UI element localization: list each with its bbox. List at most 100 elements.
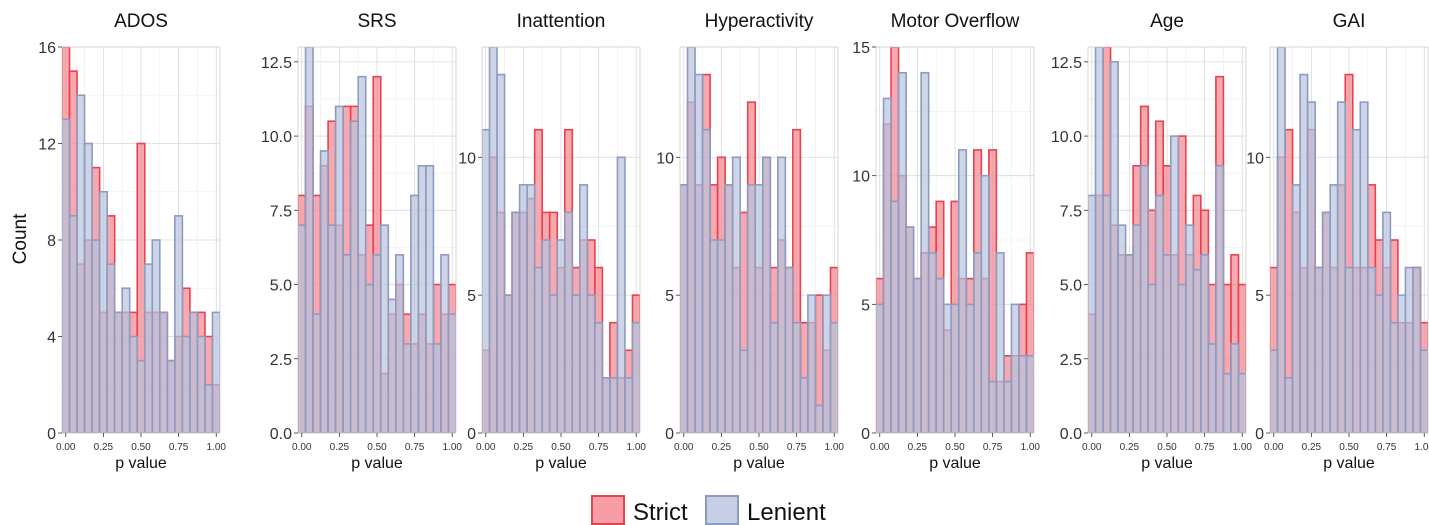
bars [680, 47, 838, 433]
y-tick-label: 5.0 [1060, 278, 1082, 295]
facet-inattention: Inattention 0 5 10 0.00 0.25 0.50 0.75 1.00 p val… [458, 11, 646, 472]
bar-lenient-ados [174, 215, 184, 433]
bar-lenient-age [1124, 254, 1134, 433]
bar-lenient-inattention [624, 377, 634, 433]
bar-lenient-motor-overflow [905, 226, 915, 433]
bar-lenient-motor-overflow [920, 71, 930, 433]
legend-swatch [705, 495, 739, 525]
facet-title: GAI [1333, 11, 1366, 32]
x-tick-label: 0.75 [1377, 442, 1397, 453]
x-tick-label: 0.75 [1195, 442, 1215, 453]
bar-lenient-hyperactivity [769, 321, 779, 433]
bar-lenient-ados [121, 287, 131, 433]
bar-lenient-hyperactivity [724, 184, 734, 433]
bar-lenient-srs [447, 313, 456, 433]
bar-lenient-hyperactivity [701, 128, 711, 433]
bars [1270, 47, 1428, 433]
bar-lenient-motor-overflow [890, 200, 900, 433]
bar-lenient-gai [1404, 266, 1414, 433]
bar-lenient-age [1162, 254, 1172, 433]
bar-lenient-age [1088, 194, 1097, 433]
bar-lenient-ados [204, 383, 214, 433]
bar-lenient-srs [387, 298, 397, 433]
facet-title: Age [1150, 11, 1184, 32]
bar-lenient-inattention [488, 47, 498, 433]
y-tick-label: 10 [458, 150, 476, 167]
y-tick-label: 0 [861, 426, 870, 443]
bar-lenient-gai [1291, 184, 1301, 433]
bar-lenient-gai [1344, 266, 1354, 433]
bar-lenient-motor-overflow [1018, 354, 1028, 433]
bar-lenient-motor-overflow [935, 277, 945, 433]
x-tick-label: 1.00 [627, 442, 647, 453]
bar-lenient-ados [76, 94, 86, 433]
bars [298, 47, 456, 433]
bar-lenient-hyperactivity [746, 184, 757, 433]
bar-lenient-ados [113, 311, 123, 433]
bar-lenient-srs [379, 224, 390, 433]
bar-lenient-inattention [594, 321, 604, 433]
bar-lenient-inattention [616, 156, 626, 433]
bar-lenient-hyperactivity [761, 156, 772, 433]
y-tick-label: 10 [852, 169, 870, 186]
x-tick-label: 1.00 [1021, 442, 1041, 453]
x-tick-label: 0.00 [674, 442, 694, 453]
bar-lenient-ados [68, 215, 78, 433]
bar-lenient-inattention [518, 184, 528, 433]
bar-lenient-ados [91, 239, 101, 433]
bar-lenient-motor-overflow [912, 277, 922, 433]
bars [62, 47, 220, 433]
bar-lenient-inattention [482, 128, 491, 433]
bar-lenient-srs [298, 224, 307, 433]
bars [482, 47, 640, 433]
y-tick-label: 5 [1255, 288, 1264, 305]
bar-lenient-gai [1270, 349, 1279, 433]
bar-lenient-hyperactivity [807, 294, 817, 433]
bar-lenient-srs [395, 254, 405, 433]
facet-age: Age 0.0 2.5 5.0 7.5 10.0 12.5 0.00 0.25 0.50 0.75 1… [1051, 11, 1253, 472]
facet-title: ADOS [114, 11, 168, 32]
y-tick-label: 4 [47, 330, 56, 347]
bar-lenient-gai [1389, 321, 1399, 433]
y-tick-label: 8 [47, 233, 56, 250]
x-axis-label: p value [1141, 455, 1193, 472]
bar-lenient-motor-overflow [973, 252, 983, 433]
bar-lenient-gai [1329, 184, 1339, 433]
bar-lenient-age [1215, 164, 1225, 433]
facet-motor-overflow: Motor Overflow 0 5 10 15 0.00 0.25 0.50 0.75 1.00… [852, 11, 1040, 472]
facet-title: Motor Overflow [891, 11, 1020, 32]
bar-lenient-inattention [548, 294, 559, 433]
bar-lenient-inattention [571, 294, 581, 433]
bar-lenient-age [1147, 283, 1157, 433]
bar-lenient-hyperactivity [799, 377, 809, 433]
bar-lenient-motor-overflow [876, 303, 885, 433]
x-tick-label: 0.75 [405, 442, 425, 453]
bar-lenient-srs [342, 254, 352, 433]
x-axis-label: p value [733, 455, 785, 472]
facet-title: Inattention [517, 11, 606, 32]
y-tick-label: 10.0 [261, 129, 292, 146]
bar-lenient-srs [349, 120, 359, 433]
bar-lenient-gai [1419, 349, 1428, 433]
y-tick-label: 0 [665, 426, 674, 443]
x-axis-label: p value [929, 455, 981, 472]
bar-lenient-motor-overflow [1025, 354, 1034, 433]
bar-lenient-srs [440, 254, 450, 433]
y-tick-label: 5 [467, 288, 476, 305]
bar-strict-motor-overflow [1025, 252, 1034, 433]
bar-lenient-age [1200, 254, 1210, 433]
bar-lenient-gai [1351, 128, 1362, 433]
facet-gai: GAI 0 5 10 0.00 0.25 0.50 0.75 1.00 p value [1246, 11, 1429, 472]
bar-lenient-inattention [609, 377, 619, 433]
bar-lenient-srs [364, 283, 375, 433]
bar-lenient-age [1207, 343, 1217, 433]
y-tick-label: 0 [1255, 426, 1264, 443]
bar-lenient-hyperactivity [792, 321, 802, 433]
bar-lenient-inattention [586, 294, 596, 433]
bar-lenient-ados [83, 142, 93, 433]
bar-lenient-ados [211, 311, 220, 433]
y-tick-label: 5 [665, 288, 674, 305]
x-tick-label: 0.25 [330, 442, 350, 453]
x-tick-label: 0.00 [1264, 442, 1284, 453]
